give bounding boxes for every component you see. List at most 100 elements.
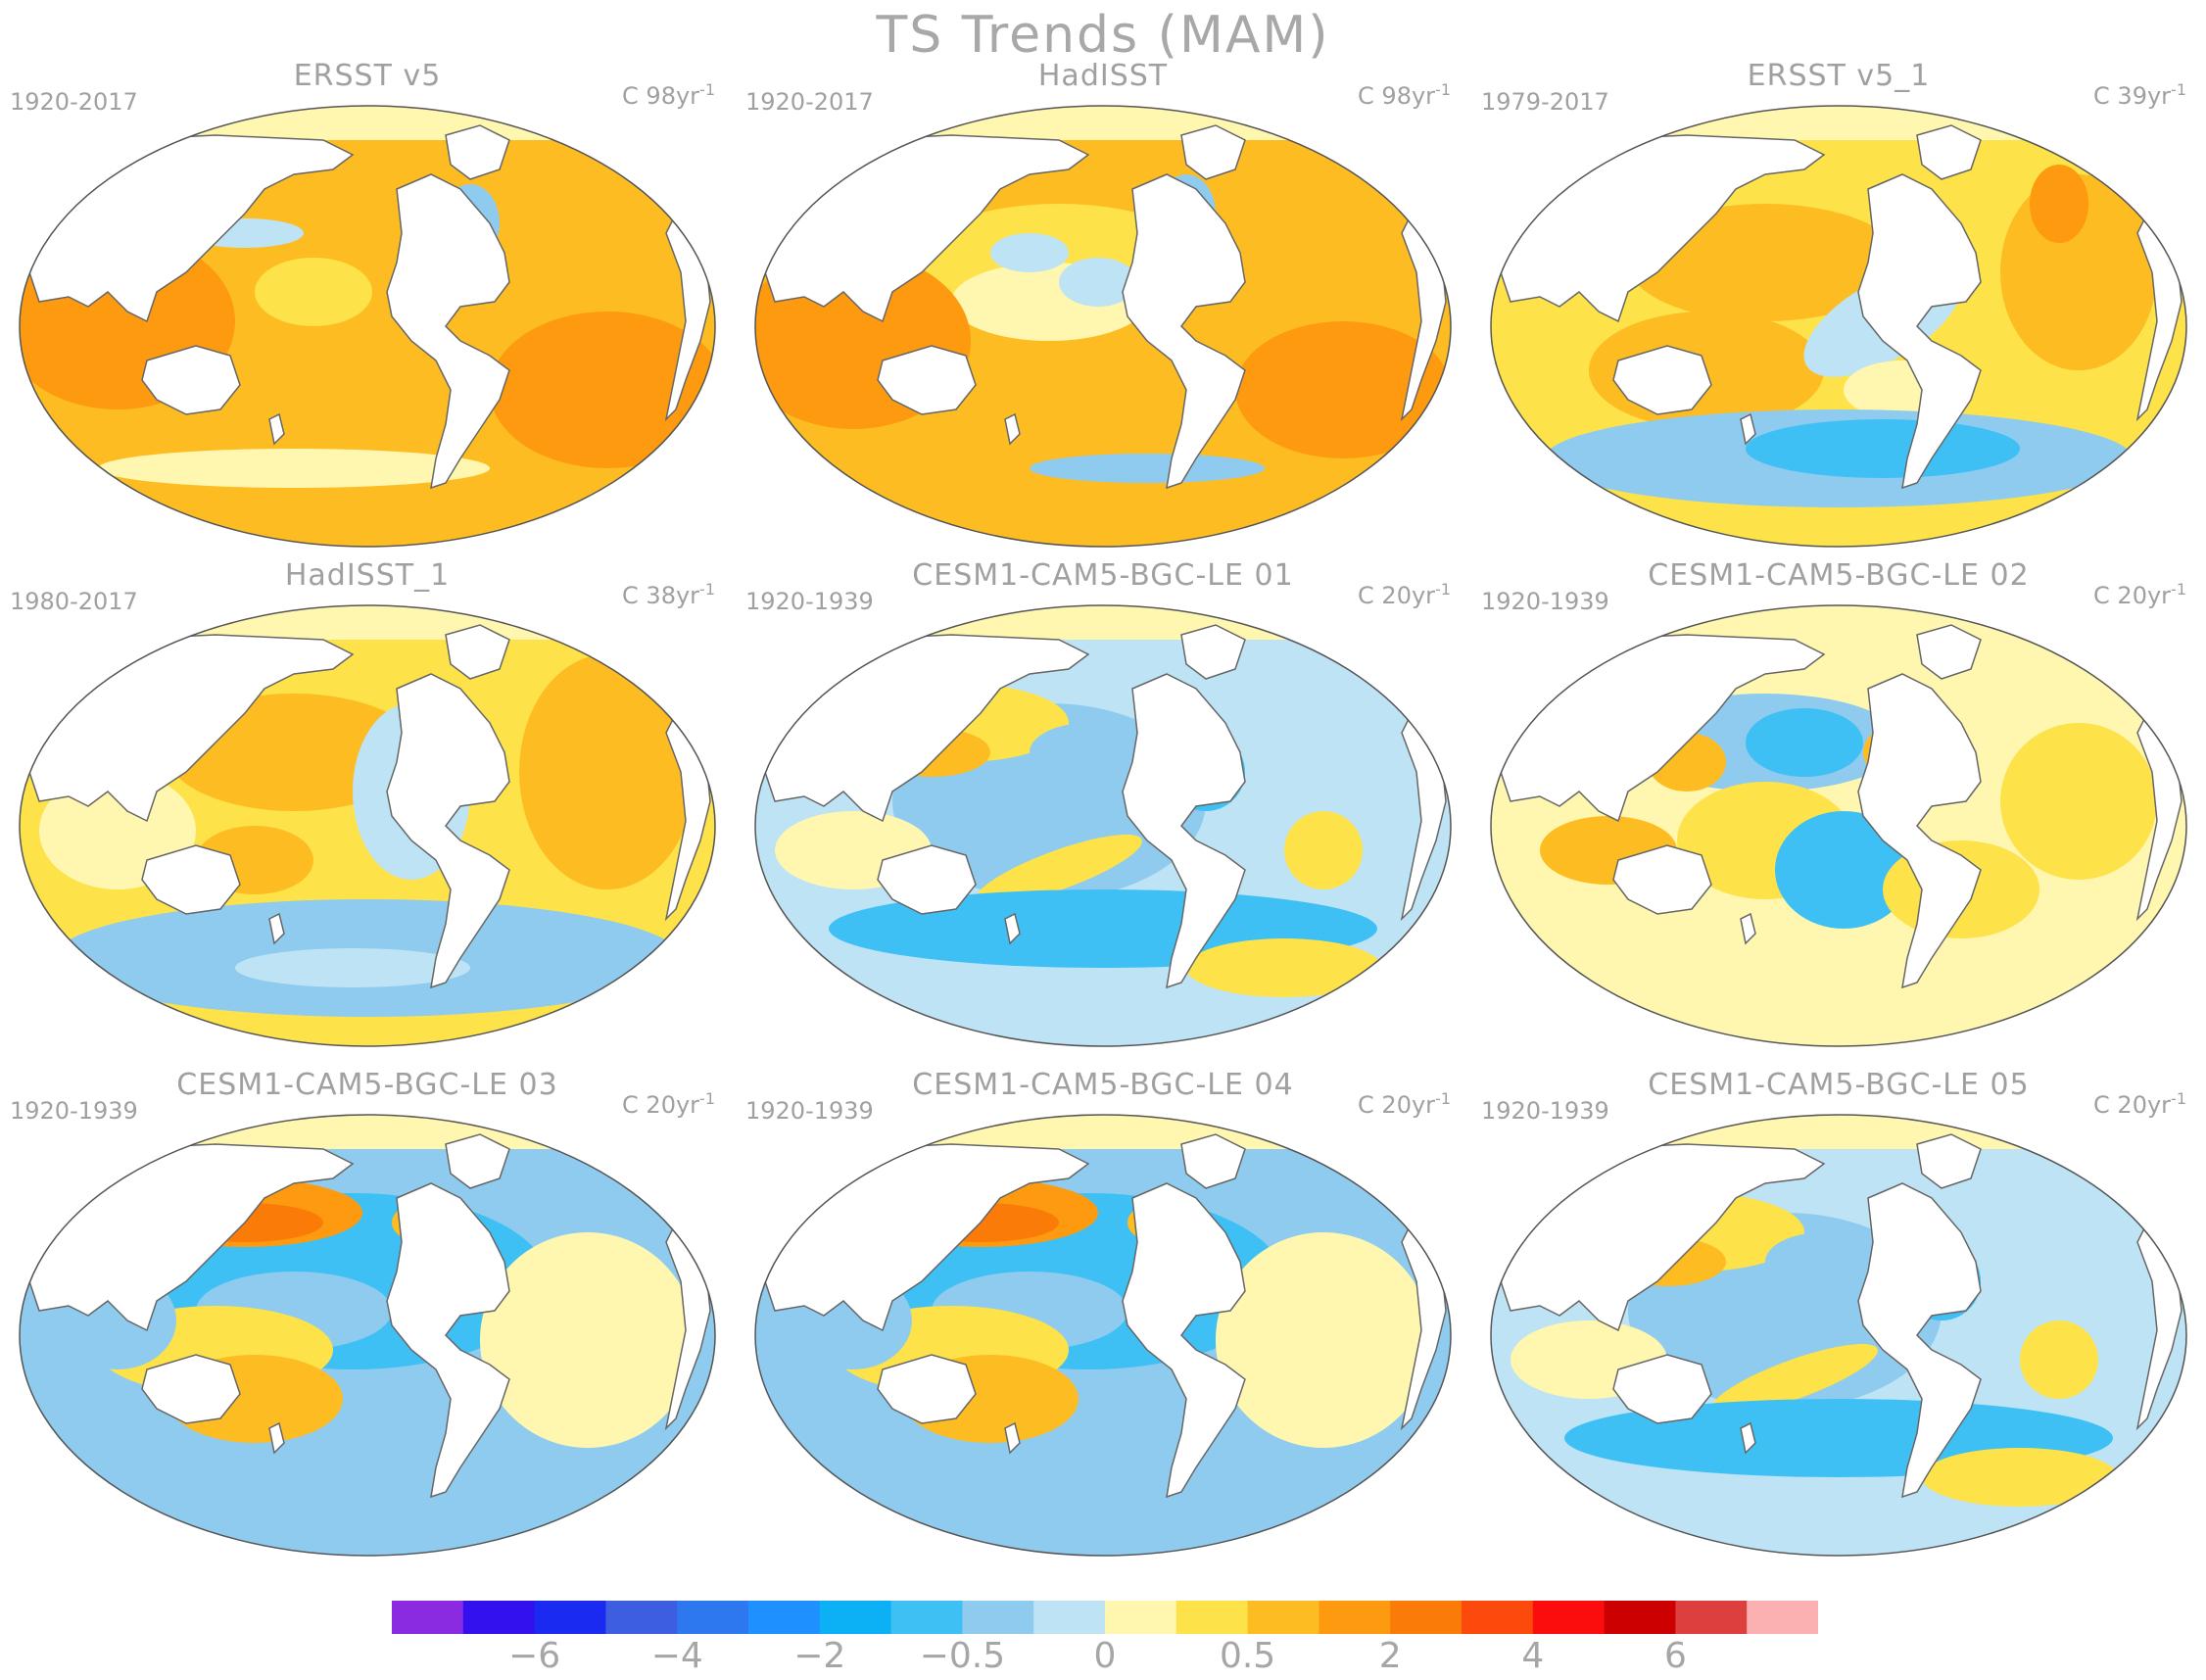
colorbar-swatch (392, 1601, 464, 1634)
land-greenland (1916, 624, 1982, 680)
map-frame (754, 1114, 1452, 1557)
land-america (1122, 173, 1246, 490)
panel-units: C 38yr-1 (622, 580, 715, 609)
panel-units-text: C 98yr (622, 82, 700, 110)
sst-trend-field (755, 1115, 1451, 1556)
world-map (1490, 1114, 2187, 1557)
land-australia (141, 1354, 241, 1424)
panel-period: 1980-2017 (10, 588, 138, 615)
land-greenland (445, 1133, 510, 1189)
land-greenland (445, 124, 510, 180)
land-africa (2135, 711, 2182, 922)
land-nz (1740, 412, 1756, 446)
colorbar-swatches (392, 1601, 1818, 1634)
map-frame (19, 1114, 716, 1557)
world-map (19, 1114, 716, 1557)
colorbar-swatch (1175, 1601, 1249, 1634)
panel-units-exponent: -1 (699, 580, 715, 599)
land-nz (268, 1421, 285, 1455)
world-map (754, 604, 1452, 1047)
panel-units: C 20yr-1 (2093, 580, 2186, 609)
land-america (1857, 173, 1982, 490)
colorbar-tick-label: −6 (508, 1636, 561, 1676)
colorbar-tick-label: 6 (1663, 1636, 1687, 1676)
land-eurasia (759, 634, 1090, 823)
colorbar-tick-label: −4 (650, 1636, 703, 1676)
sst-trend-field (755, 605, 1451, 1046)
world-map (1490, 604, 2187, 1047)
land-eurasia (24, 134, 355, 323)
colorbar-swatch (1247, 1601, 1319, 1634)
colorbar-swatch (890, 1601, 963, 1634)
panel-units-text: C 20yr (622, 1091, 700, 1119)
panel-period: 1920-2017 (745, 88, 874, 116)
panel-period: 1920-1939 (1481, 1097, 1609, 1125)
panel-units-exponent: -1 (1435, 1089, 1451, 1108)
land-america (386, 173, 510, 490)
world-map (19, 105, 716, 548)
colorbar-swatch (1747, 1601, 1818, 1634)
land-australia (877, 844, 977, 915)
map-frame (1490, 1114, 2187, 1557)
panel-units-exponent: -1 (2171, 580, 2186, 599)
map-panel: HadISST 1920-2017 C 98yr-1 (736, 59, 1470, 558)
map-frame (19, 105, 716, 548)
map-panel: CESM1-CAM5-BGC-LE 01 1920-1939 C 20yr-1 (736, 558, 1470, 1058)
colorbar-swatch (1033, 1601, 1106, 1634)
colorbar-swatch (462, 1601, 536, 1634)
world-map (754, 105, 1452, 548)
land-australia (1612, 345, 1712, 415)
land-america (386, 1182, 510, 1499)
land-eurasia (24, 634, 355, 823)
land-nz (1004, 912, 1021, 945)
land-greenland (1916, 1133, 1982, 1189)
land-nz (268, 912, 285, 945)
colorbar-swatch (1675, 1601, 1748, 1634)
land-africa (1400, 212, 1447, 422)
land-australia (1612, 844, 1712, 915)
land-nz (1740, 912, 1756, 945)
map-panel: CESM1-CAM5-BGC-LE 05 1920-1939 C 20yr-1 (1471, 1068, 2206, 1567)
panel-units-text: C 38yr (622, 582, 700, 609)
map-panel: CESM1-CAM5-BGC-LE 03 1920-1939 C 20yr-1 (0, 1068, 735, 1567)
panel-title: CESM1-CAM5-BGC-LE 02 (1648, 558, 2030, 593)
panel-units: C 20yr-1 (622, 1089, 715, 1119)
sst-trend-field (1491, 106, 2186, 547)
panel-period: 1920-1939 (10, 1097, 138, 1125)
land-australia (141, 844, 241, 915)
panel-units-text: C 20yr (1358, 582, 1436, 609)
world-map (19, 604, 716, 1047)
sst-trend-field (20, 1115, 715, 1556)
land-africa (664, 711, 711, 922)
sst-trend-field (20, 106, 715, 547)
panel-units-exponent: -1 (699, 80, 715, 99)
land-australia (1612, 1354, 1712, 1424)
colorbar-swatch (819, 1601, 892, 1634)
colorbar (392, 1601, 1818, 1634)
panel-units: C 98yr-1 (622, 80, 715, 110)
land-australia (141, 345, 241, 415)
panel-units-exponent: -1 (1435, 80, 1451, 99)
panel-units-exponent: -1 (699, 1089, 715, 1108)
colorbar-tick-label: −2 (793, 1636, 846, 1676)
panel-units-text: C 20yr (1358, 1091, 1436, 1119)
map-frame (1490, 105, 2187, 548)
land-australia (877, 345, 977, 415)
colorbar-swatch (1390, 1601, 1463, 1634)
panel-title: CESM1-CAM5-BGC-LE 05 (1648, 1068, 2030, 1102)
land-greenland (1916, 124, 1982, 180)
land-eurasia (759, 1143, 1090, 1332)
colorbar-swatch (534, 1601, 606, 1634)
panel-units: C 20yr-1 (1358, 580, 1451, 609)
panel-period: 1920-1939 (745, 588, 874, 615)
land-eurasia (1495, 134, 1826, 323)
sst-trend-field (755, 106, 1451, 547)
land-greenland (1180, 624, 1246, 680)
panel-units: C 98yr-1 (1358, 80, 1451, 110)
panel-units-text: C 98yr (1358, 82, 1436, 110)
map-panel: HadISST_1 1980-2017 C 38yr-1 (0, 558, 735, 1058)
map-frame (754, 105, 1452, 548)
panel-period: 1920-2017 (10, 88, 138, 116)
panel-units-text: C 20yr (2093, 1091, 2172, 1119)
